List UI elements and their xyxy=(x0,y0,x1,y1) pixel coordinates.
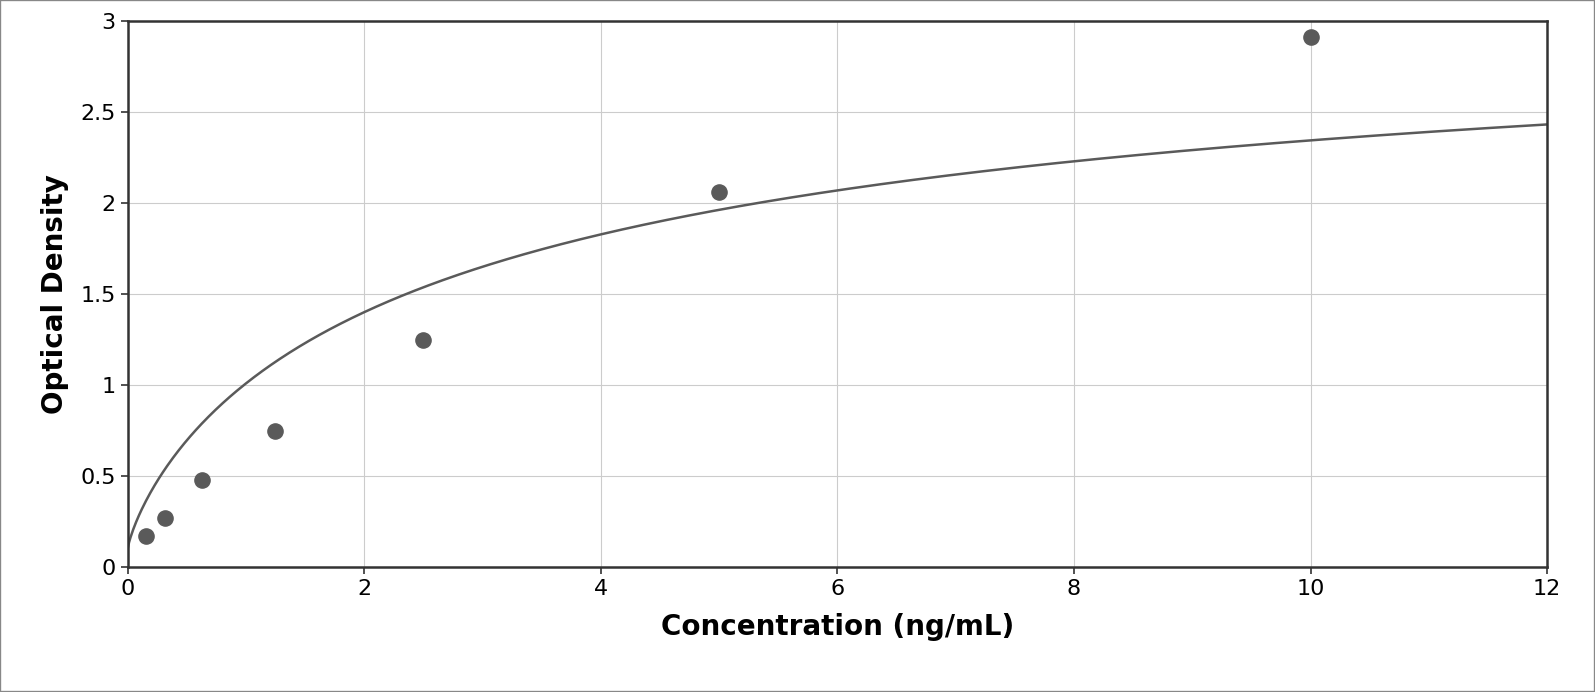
Point xyxy=(188,475,214,486)
X-axis label: Concentration (ng/mL): Concentration (ng/mL) xyxy=(660,613,1014,641)
Point xyxy=(707,187,732,198)
Point xyxy=(152,513,177,524)
Point xyxy=(134,530,160,541)
Point xyxy=(1298,32,1324,43)
Point xyxy=(410,334,435,345)
Y-axis label: Optical Density: Optical Density xyxy=(41,174,69,414)
Point xyxy=(263,425,289,437)
